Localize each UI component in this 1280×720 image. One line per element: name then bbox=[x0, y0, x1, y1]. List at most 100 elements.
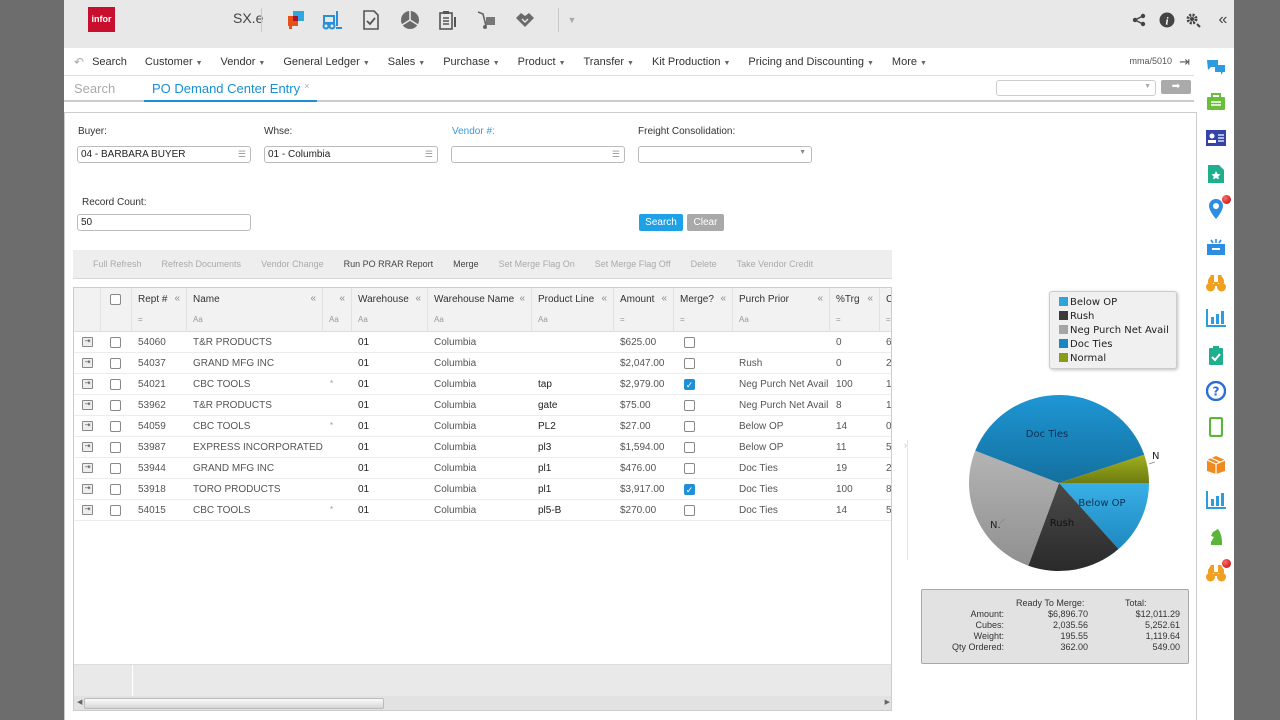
collapse-column-icon[interactable]: « bbox=[601, 293, 607, 304]
row-select-checkbox[interactable] bbox=[110, 337, 121, 348]
row-select-checkbox[interactable] bbox=[110, 421, 121, 432]
scroll-right-icon[interactable]: ▶ bbox=[884, 699, 890, 706]
handshake-icon[interactable] bbox=[513, 8, 537, 32]
collapse-column-icon[interactable]: « bbox=[519, 293, 525, 304]
open-row-icon[interactable]: ⇥ bbox=[82, 337, 93, 347]
slice-neg-purch-net-avail[interactable] bbox=[969, 450, 1059, 566]
merge-checkbox[interactable] bbox=[684, 358, 695, 369]
package-icon[interactable] bbox=[1205, 453, 1227, 475]
record-count-field[interactable]: 50 bbox=[77, 214, 251, 231]
slice-below-op[interactable] bbox=[1059, 483, 1149, 549]
scroll-left-icon[interactable]: ◀ bbox=[77, 699, 83, 706]
header-warehouse[interactable]: Warehouse « Aa bbox=[352, 288, 428, 332]
collapse-column-icon[interactable]: « bbox=[661, 293, 667, 304]
header-name[interactable]: Name « Aa bbox=[187, 288, 323, 332]
menu-kit-production[interactable]: Kit Production ▼ bbox=[652, 56, 730, 68]
table-row[interactable]: ⇥ 54060 T&R PRODUCTS 01 Columbia $625.00 0 6 bbox=[74, 332, 891, 353]
starred-document-icon[interactable] bbox=[1205, 163, 1227, 185]
filter-operator[interactable]: Aa bbox=[358, 315, 368, 324]
slice-normal[interactable] bbox=[1059, 454, 1149, 483]
tab-po-demand-center-entry[interactable]: PO Demand Center Entry × bbox=[144, 81, 318, 102]
open-row-icon[interactable]: ⇥ bbox=[82, 463, 93, 473]
set-merge-flag-on-action[interactable]: Set Merge Flag On bbox=[498, 259, 575, 269]
row-select-checkbox[interactable] bbox=[110, 400, 121, 411]
select-all-checkbox[interactable] bbox=[110, 294, 121, 305]
close-tab-icon[interactable]: × bbox=[304, 81, 310, 91]
buyer-field[interactable]: 04 - BARBARA BUYER ☰ bbox=[77, 146, 251, 163]
header-merge[interactable]: Merge? « = bbox=[674, 288, 733, 332]
info-icon[interactable]: i bbox=[1157, 10, 1177, 30]
table-row[interactable]: ⇥ 53987 EXPRESS INCORPORATED 01 Columbia pl3 $… bbox=[74, 437, 891, 458]
merge-checkbox[interactable] bbox=[684, 337, 695, 348]
row-select-checkbox[interactable] bbox=[110, 505, 121, 516]
pie-segments-icon[interactable] bbox=[398, 8, 422, 32]
clipboard-check-icon[interactable] bbox=[1205, 344, 1227, 366]
menu-search[interactable]: Search bbox=[92, 55, 127, 68]
location-pin-icon[interactable] bbox=[1205, 198, 1227, 220]
table-row[interactable]: ⇥ 54037 GRAND MFG INC 01 Columbia $2,047.00 Ru… bbox=[74, 353, 891, 374]
merge-checkbox[interactable] bbox=[684, 421, 695, 432]
chat-icon[interactable] bbox=[1205, 56, 1227, 78]
collapse-column-icon[interactable]: « bbox=[174, 293, 180, 304]
vendor-label-link[interactable]: Vendor #: bbox=[452, 126, 495, 137]
scrollbar-thumb[interactable] bbox=[84, 698, 384, 709]
lookup-icon[interactable]: ☰ bbox=[424, 149, 433, 159]
row-select-checkbox[interactable] bbox=[110, 463, 121, 474]
collapse-double-chevron-icon[interactable]: « bbox=[1218, 11, 1228, 28]
settings-icon[interactable] bbox=[1183, 10, 1203, 30]
clear-button[interactable]: Clear bbox=[687, 214, 724, 231]
collapse-column-icon[interactable]: « bbox=[310, 293, 316, 304]
infor-logo[interactable]: infor bbox=[88, 7, 115, 32]
forklift-icon[interactable] bbox=[320, 8, 344, 32]
binoculars-icon[interactable] bbox=[1205, 562, 1227, 584]
collapse-column-icon[interactable]: « bbox=[339, 293, 345, 304]
slice-rush[interactable] bbox=[1028, 483, 1119, 571]
delete-action[interactable]: Delete bbox=[690, 259, 717, 269]
header-flag[interactable]: « Aa bbox=[323, 288, 352, 332]
header-pct-trg[interactable]: %Trg « = bbox=[830, 288, 880, 332]
lookup-icon[interactable]: ☰ bbox=[611, 149, 620, 159]
collapse-column-icon[interactable]: « bbox=[867, 293, 873, 304]
menu-transfer[interactable]: Transfer ▼ bbox=[584, 56, 634, 68]
run-po-rrar-report-action[interactable]: Run PO RRAR Report bbox=[343, 259, 434, 269]
vendor-field[interactable]: ☰ bbox=[451, 146, 625, 163]
search-button[interactable]: Search bbox=[639, 214, 683, 231]
quick-access-select[interactable]: ▼ bbox=[996, 80, 1156, 96]
filter-operator[interactable]: = bbox=[138, 315, 143, 324]
logout-icon[interactable]: ⇥ bbox=[1179, 54, 1190, 69]
header-c[interactable]: C= bbox=[880, 288, 891, 332]
menu-sales[interactable]: Sales ▼ bbox=[388, 56, 425, 68]
row-select-checkbox[interactable] bbox=[110, 442, 121, 453]
open-row-icon[interactable]: ⇥ bbox=[82, 379, 93, 389]
open-row-icon[interactable]: ⇥ bbox=[82, 400, 93, 410]
table-row[interactable]: ⇥ 53944 GRAND MFG INC 01 Columbia pl1 $476.00 D… bbox=[74, 458, 891, 479]
menu-pricing-discounting[interactable]: Pricing and Discounting ▼ bbox=[748, 56, 874, 68]
header-rept[interactable]: Rept # « = bbox=[132, 288, 187, 332]
set-merge-flag-off-action[interactable]: Set Merge Flag Off bbox=[594, 259, 671, 269]
dropdown-caret-icon[interactable]: ▼ bbox=[567, 15, 577, 25]
tab-search[interactable]: Search bbox=[74, 81, 116, 96]
clipboard-list-icon[interactable] bbox=[436, 8, 460, 32]
filter-operator[interactable]: = bbox=[886, 315, 891, 324]
merge-checkbox[interactable] bbox=[684, 442, 695, 453]
back-arrow-icon[interactable]: ↶ bbox=[74, 54, 85, 69]
table-row[interactable]: ⇥ 54015 CBC TOOLS * 01 Columbia pl5-B $270.00 Do… bbox=[74, 500, 891, 521]
full-refresh-action[interactable]: Full Refresh bbox=[93, 259, 142, 269]
merge-checkbox[interactable] bbox=[684, 463, 695, 474]
filter-operator[interactable]: Aa bbox=[329, 315, 339, 324]
whse-field[interactable]: 01 - Columbia ☰ bbox=[264, 146, 438, 163]
collapse-column-icon[interactable]: « bbox=[720, 293, 726, 304]
filter-operator[interactable]: Aa bbox=[739, 315, 749, 324]
menu-purchase[interactable]: Purchase ▼ bbox=[443, 56, 499, 68]
header-purch-prior[interactable]: Purch Prior « Aa bbox=[733, 288, 830, 332]
row-select-checkbox[interactable] bbox=[110, 379, 121, 390]
menu-more[interactable]: More ▼ bbox=[892, 56, 927, 68]
briefcase-icon[interactable] bbox=[1205, 91, 1227, 113]
collapse-column-icon[interactable]: « bbox=[415, 293, 421, 304]
filter-operator[interactable]: = bbox=[836, 315, 841, 324]
filter-operator[interactable]: = bbox=[680, 315, 685, 324]
header-warehouse-name[interactable]: Warehouse Name « Aa bbox=[428, 288, 532, 332]
bar-chart-icon[interactable] bbox=[1205, 307, 1227, 329]
chat-bubbles-icon[interactable] bbox=[284, 8, 308, 32]
horizontal-scrollbar[interactable]: ◀ ▶ bbox=[74, 696, 891, 710]
